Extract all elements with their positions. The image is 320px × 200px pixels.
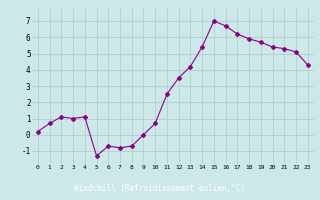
Text: Windchill (Refroidissement éolien,°C): Windchill (Refroidissement éolien,°C): [75, 184, 245, 193]
